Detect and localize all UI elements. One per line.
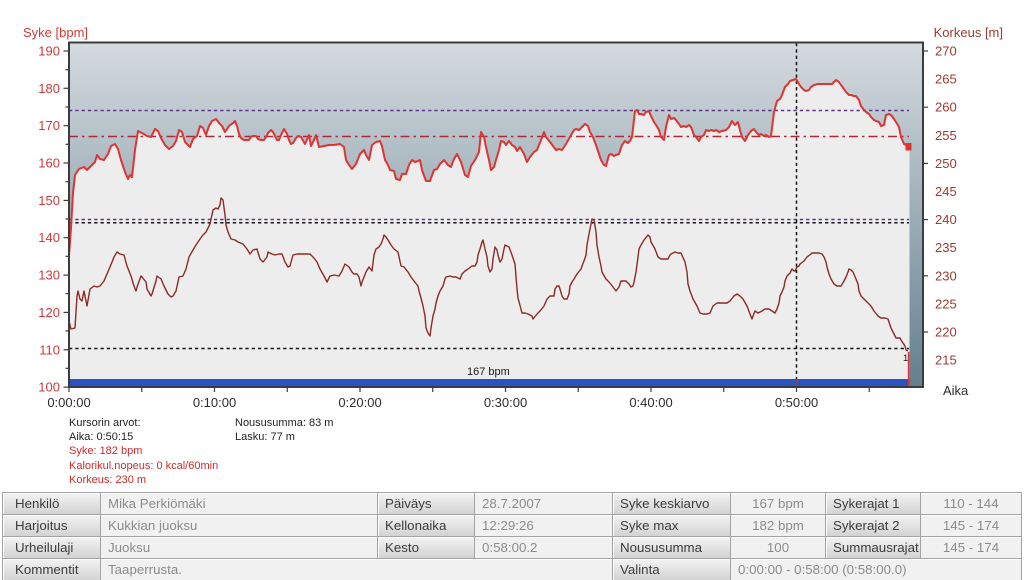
svg-text:0:40:00: 0:40:00 (629, 395, 672, 410)
svg-text:Syke [bpm]: Syke [bpm] (23, 25, 88, 40)
svg-text:140: 140 (38, 230, 60, 245)
svg-text:130: 130 (38, 268, 60, 283)
svg-text:110: 110 (39, 342, 60, 357)
svg-text:230: 230 (935, 268, 957, 283)
svg-text:1: 1 (903, 353, 908, 364)
svg-text:150: 150 (38, 193, 60, 208)
svg-text:260: 260 (935, 100, 957, 115)
svg-text:167 bpm: 167 bpm (467, 366, 510, 378)
svg-text:100: 100 (38, 380, 60, 395)
svg-text:0:20:00: 0:20:00 (338, 395, 381, 410)
svg-text:0:00:00: 0:00:00 (47, 395, 90, 410)
svg-text:Aika: Aika (943, 383, 969, 398)
svg-text:0:10:00: 0:10:00 (193, 395, 236, 410)
svg-text:190: 190 (38, 44, 60, 59)
svg-text:Korkeus [m]: Korkeus [m] (934, 25, 1003, 40)
svg-text:250: 250 (935, 156, 957, 171)
svg-text:245: 245 (935, 184, 957, 199)
svg-text:255: 255 (935, 128, 957, 143)
svg-text:225: 225 (935, 296, 957, 311)
svg-text:240: 240 (935, 212, 957, 227)
svg-text:180: 180 (38, 81, 60, 96)
svg-text:0:50:00: 0:50:00 (775, 395, 818, 410)
svg-text:160: 160 (38, 156, 60, 171)
svg-text:0:30:00: 0:30:00 (484, 395, 527, 410)
svg-text:170: 170 (38, 118, 60, 133)
svg-text:235: 235 (935, 240, 957, 255)
svg-text:265: 265 (935, 72, 957, 87)
svg-text:220: 220 (935, 325, 957, 340)
svg-text:215: 215 (935, 353, 957, 368)
svg-text:270: 270 (935, 44, 957, 59)
svg-text:120: 120 (38, 305, 60, 320)
